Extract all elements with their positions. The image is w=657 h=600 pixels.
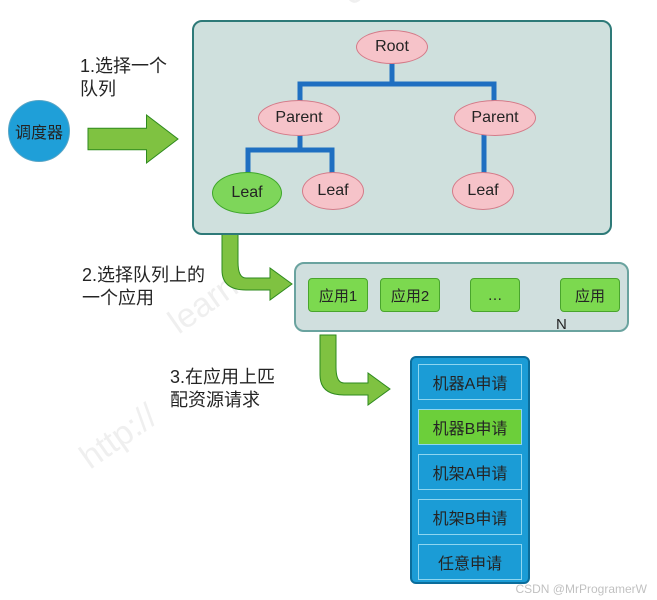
app-label: 应用2	[391, 285, 429, 306]
tree-node-p2: Parent	[454, 100, 536, 136]
apps-n-suffix-label: N	[556, 316, 567, 333]
tree-node-root: Root	[356, 30, 428, 64]
tree-node-leaf1: Leaf	[212, 172, 282, 214]
req-label: 机器B申请	[433, 415, 508, 439]
step-2-label: 2.选择队列上的 一个应用	[82, 264, 205, 309]
node-label: Parent	[471, 109, 518, 127]
app-label: …	[488, 287, 503, 304]
app-label: 应用1	[319, 285, 357, 306]
req-box-4: 任意申请	[418, 544, 522, 580]
node-label: Parent	[275, 109, 322, 127]
app-box-2: 应用2	[380, 278, 440, 312]
req-label: 机架A申请	[433, 460, 508, 484]
node-label: Leaf	[467, 182, 498, 200]
req-label: 任意申请	[438, 550, 502, 574]
req-box-3: 机架B申请	[418, 499, 522, 535]
req-label: 机器A申请	[433, 370, 508, 394]
step-3-label: 3.在应用上匹 配资源请求	[170, 366, 275, 411]
app-box-dots: …	[470, 278, 520, 312]
tree-node-leaf2: Leaf	[302, 172, 364, 210]
watermark-text: http://	[73, 396, 165, 476]
req-label: 机架B申请	[433, 505, 508, 529]
node-label: Leaf	[317, 182, 348, 200]
req-box-1: 机器B申请	[418, 409, 522, 445]
tree-node-leaf3: Leaf	[452, 172, 514, 210]
app-box-1: 应用1	[308, 278, 368, 312]
req-box-2: 机架A申请	[418, 454, 522, 490]
node-label: Root	[375, 38, 409, 56]
node-label: Leaf	[231, 184, 262, 202]
tree-node-p1: Parent	[258, 100, 340, 136]
req-box-0: 机器A申请	[418, 364, 522, 400]
attribution-text: CSDN @MrProgramerW	[515, 582, 647, 596]
arrow-3	[320, 335, 390, 405]
app-label: 应用	[575, 285, 605, 306]
app-box-N: 应用	[560, 278, 620, 312]
